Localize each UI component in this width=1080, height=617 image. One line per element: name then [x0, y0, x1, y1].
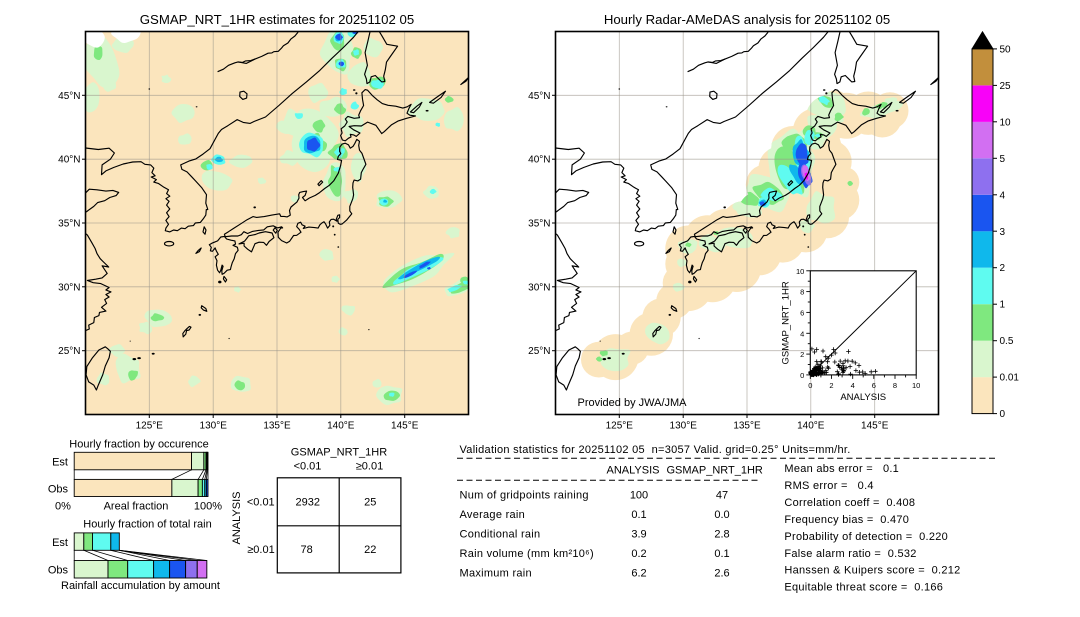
svg-text:0%: 0%: [55, 501, 71, 513]
svg-text:0: 0: [800, 371, 804, 380]
svg-text:Est: Est: [52, 457, 68, 469]
svg-text:25°N: 25°N: [528, 346, 550, 357]
svg-text:30°N: 30°N: [528, 282, 550, 293]
svg-text:0.01: 0.01: [1000, 373, 1020, 384]
svg-text:Est: Est: [52, 537, 68, 549]
svg-text:6.2: 6.2: [631, 568, 646, 580]
svg-text:<0.01: <0.01: [247, 497, 275, 509]
svg-text:10: 10: [912, 381, 920, 390]
svg-text:ANALYSIS: ANALYSIS: [840, 392, 886, 403]
svg-text:10: 10: [796, 267, 804, 276]
svg-text:8: 8: [893, 381, 897, 390]
svg-text:GSMAP_NRT_1HR estimates for 20: GSMAP_NRT_1HR estimates for 20251102 05: [140, 12, 414, 27]
svg-text:Areal fraction: Areal fraction: [104, 501, 169, 513]
svg-text:ANALYSIS: ANALYSIS: [231, 492, 243, 545]
svg-text:47: 47: [716, 489, 728, 501]
svg-text:135°E: 135°E: [263, 421, 291, 432]
svg-text:Hourly fraction by occurence: Hourly fraction by occurence: [69, 439, 208, 451]
svg-text:Hourly Radar-AMeDAS analysis f: Hourly Radar-AMeDAS analysis for 2025110…: [604, 12, 890, 27]
svg-text:125°E: 125°E: [606, 421, 634, 432]
svg-text:25°N: 25°N: [58, 346, 80, 357]
svg-text:2: 2: [800, 350, 804, 359]
svg-text:Correlation coeff = 0.408: Correlation coeff = 0.408: [784, 497, 915, 509]
svg-text:Average rain: Average rain: [460, 509, 526, 521]
svg-text:Validation statistics for 2025: Validation statistics for 20251102 05 n=…: [460, 444, 851, 456]
svg-text:125°E: 125°E: [136, 421, 164, 432]
svg-text:45°N: 45°N: [58, 91, 80, 102]
svg-text:2932: 2932: [296, 497, 320, 509]
svg-text:100%: 100%: [194, 501, 222, 513]
svg-text:Frequency bias = 0.470: Frequency bias = 0.470: [784, 514, 909, 526]
svg-text:2: 2: [1000, 263, 1006, 274]
svg-text:0.2: 0.2: [631, 548, 646, 560]
svg-text:30°N: 30°N: [58, 282, 80, 293]
svg-text:Num of gridpoints raining: Num of gridpoints raining: [460, 489, 589, 501]
svg-text:GSMAP_NRT_1HR: GSMAP_NRT_1HR: [780, 281, 791, 364]
svg-text:22: 22: [364, 544, 376, 556]
svg-text:6: 6: [872, 381, 876, 390]
svg-text:ANALYSIS: ANALYSIS: [607, 465, 660, 477]
svg-text:RMS error = 0.4: RMS error = 0.4: [784, 480, 873, 492]
svg-text:4: 4: [800, 329, 804, 338]
svg-text:Equitable threat score = 0.16: Equitable threat score = 0.166: [784, 582, 943, 594]
svg-text:3: 3: [1000, 227, 1006, 238]
svg-text:5: 5: [1000, 154, 1006, 165]
svg-text:100: 100: [630, 489, 648, 501]
svg-text:3.9: 3.9: [631, 529, 646, 541]
svg-text:2.8: 2.8: [714, 529, 729, 541]
svg-text:≥0.01: ≥0.01: [247, 544, 274, 556]
svg-text:0.1: 0.1: [714, 548, 729, 560]
svg-text:145°E: 145°E: [391, 421, 419, 432]
svg-text:130°E: 130°E: [200, 421, 228, 432]
svg-text:Hourly fraction of total rain: Hourly fraction of total rain: [83, 519, 211, 531]
svg-text:40°N: 40°N: [528, 155, 550, 166]
svg-text:50: 50: [1000, 44, 1012, 55]
svg-text:10: 10: [1000, 117, 1012, 128]
svg-text:Rainfall accumulation by amoun: Rainfall accumulation by amount: [61, 580, 220, 592]
svg-text:Obs: Obs: [48, 565, 69, 577]
svg-text:78: 78: [300, 544, 312, 556]
svg-text:8: 8: [800, 288, 804, 297]
svg-text:40°N: 40°N: [58, 155, 80, 166]
svg-text:GSMAP_NRT_1HR: GSMAP_NRT_1HR: [667, 465, 763, 477]
svg-text:GSMAP_NRT_1HR: GSMAP_NRT_1HR: [291, 447, 387, 459]
svg-text:35°N: 35°N: [528, 219, 550, 230]
svg-text:0: 0: [1000, 409, 1006, 420]
svg-text:≥0.01: ≥0.01: [356, 461, 383, 473]
svg-text:140°E: 140°E: [797, 421, 825, 432]
svg-text:130°E: 130°E: [670, 421, 698, 432]
svg-text:35°N: 35°N: [58, 219, 80, 230]
svg-text:135°E: 135°E: [733, 421, 761, 432]
svg-text:Provided by JWA/JMA: Provided by JWA/JMA: [578, 397, 688, 409]
svg-text:4: 4: [851, 381, 855, 390]
svg-text:Conditional rain: Conditional rain: [460, 529, 541, 541]
svg-text:1: 1: [1000, 300, 1006, 311]
svg-text:False alarm ratio = 0.532: False alarm ratio = 0.532: [784, 548, 916, 560]
svg-text:2: 2: [829, 381, 833, 390]
svg-text:Obs: Obs: [48, 484, 69, 496]
svg-text:Probability of detection = 0.: Probability of detection = 0.220: [784, 531, 948, 543]
svg-text:Hanssen & Kuipers score = 0.2: Hanssen & Kuipers score = 0.212: [784, 565, 960, 577]
svg-text:140°E: 140°E: [327, 421, 355, 432]
svg-text:45°N: 45°N: [528, 91, 550, 102]
svg-text:4: 4: [1000, 190, 1006, 201]
svg-text:0: 0: [808, 381, 812, 390]
svg-text:2.6: 2.6: [714, 568, 729, 580]
svg-text:0.0: 0.0: [714, 509, 729, 521]
svg-text:Maximum rain: Maximum rain: [460, 568, 532, 580]
svg-text:25: 25: [1000, 81, 1012, 92]
svg-text:0.1: 0.1: [631, 509, 646, 521]
svg-text:Mean abs error = 0.1: Mean abs error = 0.1: [784, 463, 899, 475]
svg-text:<0.01: <0.01: [294, 461, 322, 473]
svg-text:0.5: 0.5: [1000, 336, 1014, 347]
svg-text:25: 25: [364, 497, 376, 509]
svg-text:145°E: 145°E: [861, 421, 889, 432]
svg-text:6: 6: [800, 308, 804, 317]
svg-text:Rain volume (mm km²10⁶): Rain volume (mm km²10⁶): [460, 548, 594, 560]
